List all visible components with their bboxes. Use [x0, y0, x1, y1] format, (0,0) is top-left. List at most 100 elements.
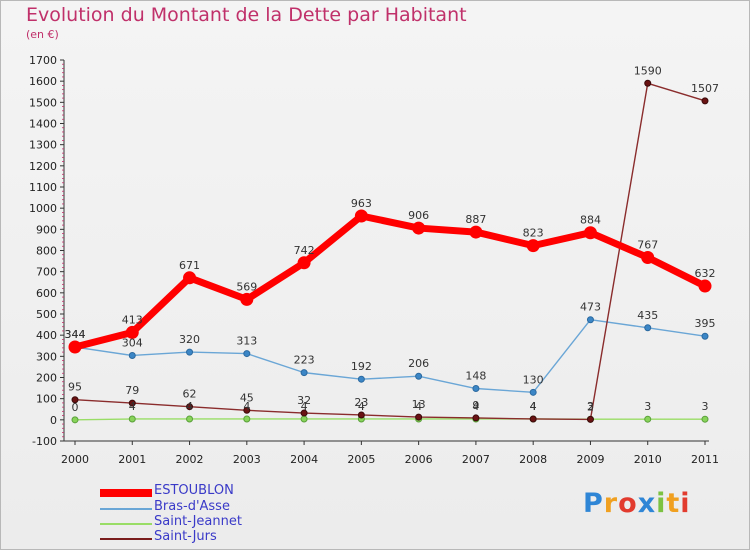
x-tick-label: 2009	[576, 453, 604, 466]
data-point	[186, 348, 194, 356]
y-tick-label: 100	[36, 393, 57, 406]
data-label: 130	[523, 373, 544, 386]
data-label: 0	[72, 401, 79, 414]
data-point	[641, 250, 655, 264]
data-label: 823	[523, 227, 544, 240]
data-label: 45	[240, 391, 254, 404]
data-label: 13	[412, 398, 426, 411]
data-point	[128, 415, 136, 423]
data-label: 23	[354, 396, 368, 409]
data-label: 4	[358, 400, 365, 413]
data-point	[300, 369, 308, 377]
data-label: 192	[351, 360, 372, 373]
data-label: 344	[65, 328, 86, 341]
data-point	[71, 396, 79, 404]
legend-label: Bras-d'Asse	[154, 499, 230, 514]
data-point	[644, 79, 652, 87]
data-label: 4	[530, 400, 537, 413]
y-tick-label: 1200	[29, 160, 57, 173]
data-point	[128, 351, 136, 359]
data-point	[297, 256, 311, 270]
x-tick-label: 2010	[634, 453, 662, 466]
data-point	[472, 385, 480, 393]
y-tick-label: 1500	[29, 96, 57, 109]
x-tick-label: 2011	[691, 453, 719, 466]
data-label: 3	[587, 400, 594, 413]
x-tick-label: 2003	[233, 453, 261, 466]
data-label: 671	[179, 259, 200, 272]
x-tick-label: 2002	[176, 453, 204, 466]
data-label: 884	[580, 214, 601, 227]
y-tick-label: 1000	[29, 202, 57, 215]
data-point	[586, 415, 594, 423]
y-tick-label: 400	[36, 329, 57, 342]
data-label: 62	[183, 388, 197, 401]
x-tick-label: 2006	[405, 453, 433, 466]
data-point	[644, 324, 652, 332]
data-label: 4	[129, 400, 136, 413]
data-label: 887	[465, 213, 486, 226]
data-label: 4	[243, 400, 250, 413]
y-tick-label: 900	[36, 223, 57, 236]
data-label: 4	[186, 400, 193, 413]
legend-label: Saint-Jurs	[154, 529, 217, 544]
x-tick-label: 2007	[462, 453, 490, 466]
data-point	[701, 415, 709, 423]
data-point	[469, 225, 483, 239]
legend-swatch	[100, 489, 152, 497]
y-tick-label: 1600	[29, 75, 57, 88]
series-line	[74, 82, 706, 421]
data-label: 569	[236, 280, 257, 293]
data-label: 4	[301, 400, 308, 413]
data-point	[412, 221, 426, 235]
series-line	[74, 319, 706, 394]
data-label: 4	[472, 400, 479, 413]
chart-title: Evolution du Montant de la Dette par Hab…	[26, 4, 467, 26]
data-point	[183, 271, 197, 285]
data-label: 223	[294, 354, 315, 367]
x-tick-label: 2005	[347, 453, 375, 466]
data-label: 4	[415, 400, 422, 413]
y-tick-label: 300	[36, 350, 57, 363]
data-label: 313	[236, 335, 257, 348]
data-label: 963	[351, 197, 372, 210]
series-line	[74, 418, 706, 421]
data-label: 148	[465, 370, 486, 383]
data-point	[128, 399, 136, 407]
y-tick-label: 600	[36, 287, 57, 300]
data-point	[701, 97, 709, 105]
data-point	[243, 350, 251, 358]
data-point	[240, 292, 254, 306]
data-point	[529, 388, 537, 396]
legend-label: ESTOUBLON	[154, 483, 234, 498]
data-label: 435	[637, 309, 658, 322]
data-point	[698, 279, 712, 293]
data-point	[526, 239, 540, 253]
proxiti-logo: Proxiti	[583, 488, 691, 519]
y-tick-label: 1300	[29, 139, 57, 152]
y-tick-label: 700	[36, 266, 57, 279]
data-point	[243, 406, 251, 414]
data-label: 413	[122, 313, 143, 326]
series-line	[71, 212, 709, 351]
data-point	[357, 411, 365, 419]
data-label: 9	[472, 399, 479, 412]
data-point	[71, 416, 79, 424]
x-tick-label: 2008	[519, 453, 547, 466]
data-label: 320	[179, 333, 200, 346]
legend-swatch	[100, 508, 152, 510]
data-point	[583, 226, 597, 240]
legend-swatch	[100, 538, 152, 540]
y-tick-label: 0	[50, 414, 57, 427]
y-tick-label: 500	[36, 308, 57, 321]
data-point	[186, 415, 194, 423]
data-point	[529, 415, 537, 423]
data-point	[357, 375, 365, 383]
x-tick-label: 2001	[118, 453, 146, 466]
data-point	[586, 316, 594, 324]
data-label: 79	[125, 384, 139, 397]
data-point	[243, 415, 251, 423]
data-label: 906	[408, 209, 429, 222]
